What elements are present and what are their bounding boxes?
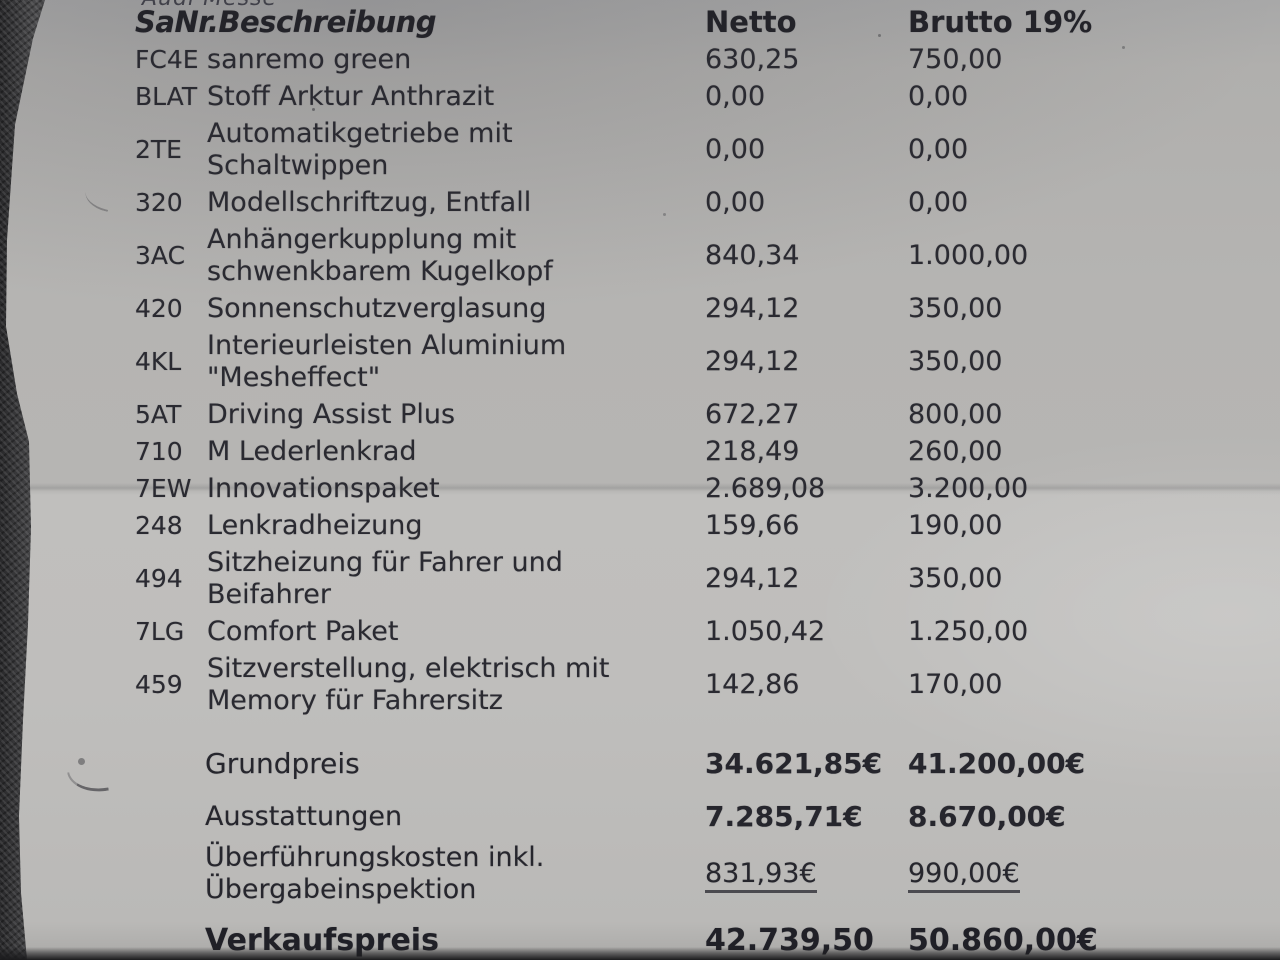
brutto-value: 350,00: [908, 346, 1003, 377]
brutto-value: 350,00: [908, 563, 1003, 594]
header-netto: Netto: [705, 5, 797, 39]
total-row: Grundpreis 34.621,85€ 41.200,00€: [0, 747, 1280, 781]
table-row: 7EW Innovationspaket 2.689,08 3.200,00: [0, 473, 1280, 505]
option-description: sanremo green: [207, 44, 412, 75]
option-code: 5AT: [135, 400, 182, 429]
option-description: Automatikgetriebe mit Schaltwippen: [207, 118, 513, 181]
total-brutto-value: 8.670,00€: [908, 800, 1066, 833]
option-description: Sitzverstellung, elektrisch mit Memory f…: [207, 653, 610, 716]
brutto-value: 3.200,00: [908, 473, 1029, 504]
option-code: 494: [135, 564, 183, 593]
total-netto-value: 831,93€: [705, 858, 908, 893]
option-description: Comfort Paket: [207, 616, 399, 647]
brutto-value: 800,00: [908, 399, 1003, 430]
netto-value: 294,12: [705, 293, 800, 324]
table-row: 710 M Lederlenkrad 218,49 260,00: [0, 436, 1280, 468]
brutto-value: 190,00: [908, 510, 1003, 541]
total-label: Grundpreis: [205, 747, 360, 780]
option-code: 2TE: [135, 135, 182, 164]
total-label: Überführungskosten inkl. Übergabeinspekt…: [205, 842, 545, 905]
brutto-value: 260,00: [908, 436, 1003, 467]
netto-value: 672,27: [705, 399, 800, 430]
netto-value: 294,12: [705, 346, 800, 377]
total-label: Ausstattungen: [205, 801, 403, 832]
price-table: SaNr.Beschreibung Netto Brutto 19% FC4E …: [0, 4, 1280, 959]
option-code: 7LG: [135, 617, 185, 646]
option-code: BLAT: [135, 82, 198, 111]
photo-background-bottom-edge: [0, 947, 1280, 960]
netto-value: 630,25: [705, 44, 800, 75]
netto-value: 218,49: [705, 436, 800, 467]
table-row: 2TE Automatikgetriebe mit Schaltwippen 0…: [0, 118, 1280, 182]
option-code: 320: [135, 188, 183, 217]
header-brutto: Brutto 19%: [908, 5, 1093, 39]
netto-value: 159,66: [705, 510, 800, 541]
netto-value: 294,12: [705, 563, 800, 594]
total-netto-value: 7.285,71€: [705, 800, 863, 833]
table-row: 459 Sitzverstellung, elektrisch mit Memo…: [0, 653, 1280, 717]
brutto-value: 350,00: [908, 293, 1003, 324]
brutto-value: 1.250,00: [908, 616, 1029, 647]
brutto-value: 0,00: [908, 134, 969, 165]
brutto-value: 750,00: [908, 44, 1003, 75]
table-row: 494 Sitzheizung für Fahrer und Beifahrer…: [0, 547, 1280, 611]
option-description: Modellschriftzug, Entfall: [207, 187, 532, 218]
option-description: Sonnenschutzverglasung: [207, 293, 547, 324]
option-code: 3AC: [135, 241, 186, 270]
total-netto-value: 34.621,85€: [705, 747, 883, 780]
brutto-value: 1.000,00: [908, 240, 1029, 271]
brutto-value: 0,00: [908, 187, 969, 218]
table-row: 3AC Anhängerkupplung mit schwenkbarem Ku…: [0, 224, 1280, 288]
netto-value: 0,00: [705, 187, 766, 218]
totals-rows: Grundpreis 34.621,85€ 41.200,00€ Ausstat…: [0, 747, 1280, 959]
option-code: 7EW: [135, 474, 192, 503]
option-code: 710: [135, 437, 183, 466]
option-code: 420: [135, 294, 183, 323]
netto-value: 142,86: [705, 669, 800, 700]
header-code-description: SaNr.Beschreibung: [135, 5, 437, 39]
option-description: Anhängerkupplung mit schwenkbarem Kugelk…: [207, 224, 553, 287]
dust-specks: [312, 108, 315, 111]
table-row: 248 Lenkradheizung 159,66 190,00: [0, 510, 1280, 542]
option-description: Driving Assist Plus: [207, 399, 456, 430]
paper-fold: [0, 483, 1280, 495]
netto-value: 0,00: [705, 134, 766, 165]
total-brutto-value: 990,00€: [908, 858, 1280, 893]
table-row: 420 Sonnenschutzverglasung 294,12 350,00: [0, 293, 1280, 325]
table-row: FC4E sanremo green 630,25 750,00: [0, 44, 1280, 76]
brutto-value: 170,00: [908, 669, 1003, 700]
netto-value: 840,34: [705, 240, 800, 271]
option-description: Lenkradheizung: [207, 510, 423, 541]
option-description: Innovationspaket: [207, 473, 440, 504]
option-rows: FC4E sanremo green 630,25 750,00 BLAT St…: [0, 44, 1280, 717]
option-code: 4KL: [135, 347, 182, 376]
table-header: SaNr.Beschreibung Netto Brutto 19%: [0, 4, 1280, 40]
total-row: Ausstattungen 7.285,71€ 8.670,00€: [0, 800, 1280, 834]
option-description: Stoff Arktur Anthrazit: [207, 81, 495, 112]
option-description: M Lederlenkrad: [207, 436, 417, 467]
table-row: 4KL Interieurleisten Aluminium "Mesheffe…: [0, 330, 1280, 394]
netto-value: 0,00: [705, 81, 766, 112]
option-description: Interieurleisten Aluminium "Mesheffect": [207, 330, 567, 393]
option-code: 248: [135, 511, 183, 540]
netto-value: 1.050,42: [705, 616, 826, 647]
option-code: 459: [135, 670, 183, 699]
netto-value: 2.689,08: [705, 473, 826, 504]
option-description: Sitzheizung für Fahrer und Beifahrer: [207, 547, 563, 610]
option-code: FC4E: [135, 45, 199, 74]
table-row: 7LG Comfort Paket 1.050,42 1.250,00: [0, 616, 1280, 648]
table-row: 5AT Driving Assist Plus 672,27 800,00: [0, 399, 1280, 431]
table-row: BLAT Stoff Arktur Anthrazit 0,00 0,00: [0, 81, 1280, 113]
clipped-top-line: Audi Messe: [142, 0, 277, 11]
table-row: 320 Modellschriftzug, Entfall 0,00 0,00: [0, 187, 1280, 219]
brutto-value: 0,00: [908, 81, 969, 112]
total-brutto-value: 41.200,00€: [908, 747, 1086, 780]
total-row: Überführungskosten inkl. Übergabeinspekt…: [0, 842, 1280, 906]
